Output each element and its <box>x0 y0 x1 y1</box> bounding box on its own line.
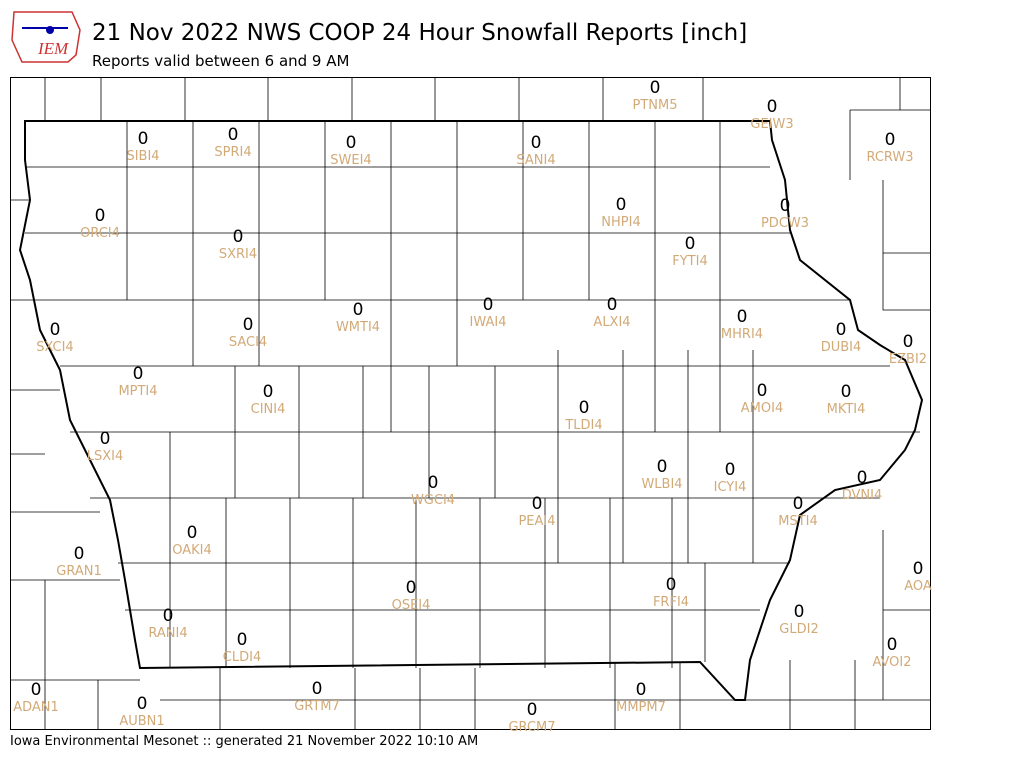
station-value: 0 <box>406 578 417 598</box>
station-id: ORCI4 <box>80 226 120 241</box>
station-value: 0 <box>531 133 542 153</box>
subtitle: Reports valid between 6 and 9 AM <box>92 52 349 70</box>
station-id: AMOI4 <box>741 401 783 416</box>
station-id: MPTI4 <box>118 384 157 399</box>
station-id: OSEI4 <box>392 598 431 613</box>
footer: Iowa Environmental Mesonet :: generated … <box>10 734 478 749</box>
station-value: 0 <box>903 332 914 352</box>
station-value: 0 <box>428 473 439 493</box>
station-id: DVNI4 <box>842 488 883 503</box>
station-id: ADAN1 <box>13 700 59 715</box>
station-id: LSXI4 <box>87 449 124 464</box>
station-id: SPRI4 <box>214 145 251 160</box>
station-id: MKTI4 <box>827 402 866 417</box>
station-value: 0 <box>187 523 198 543</box>
station-value: 0 <box>780 196 791 216</box>
station-value: 0 <box>233 227 244 247</box>
logo-text: IEM <box>37 39 69 58</box>
station-value: 0 <box>50 320 61 340</box>
station-value: 0 <box>74 544 85 564</box>
station-value: 0 <box>657 457 668 477</box>
station-id: RCRW3 <box>866 150 913 165</box>
station-id: RANI4 <box>148 626 187 641</box>
station-value: 0 <box>913 559 924 579</box>
station-id: GLDI2 <box>779 622 818 637</box>
map-boundaries <box>10 77 931 730</box>
station-id: NHPI4 <box>601 215 640 230</box>
station-value: 0 <box>263 382 274 402</box>
station-id: TLDI4 <box>564 418 602 433</box>
station-id: PEAI4 <box>518 514 555 529</box>
station-id: SWEI4 <box>330 153 371 168</box>
station-id: MMPM7 <box>616 700 666 715</box>
station-id: EZBI2 <box>889 352 927 367</box>
station-id: SACI4 <box>229 335 267 350</box>
station-value: 0 <box>95 206 106 226</box>
station-value: 0 <box>312 679 323 699</box>
station-value: 0 <box>100 429 111 449</box>
station-value: 0 <box>243 315 254 335</box>
station-id: GRAN1 <box>56 564 101 579</box>
station-id: FYTI4 <box>672 254 707 269</box>
station-value: 0 <box>767 97 778 117</box>
station-id: WMTI4 <box>336 320 380 335</box>
station-value: 0 <box>757 381 768 401</box>
station-value: 0 <box>666 575 677 595</box>
station-value: 0 <box>636 680 647 700</box>
title: 21 Nov 2022 NWS COOP 24 Hour Snowfall Re… <box>92 20 747 46</box>
station-value: 0 <box>685 234 696 254</box>
station-id: AUBN1 <box>119 714 164 729</box>
station-value: 0 <box>133 364 144 384</box>
station-value: 0 <box>579 398 590 418</box>
station-value: 0 <box>31 680 42 700</box>
station-value: 0 <box>841 382 852 402</box>
station-value: 0 <box>650 78 661 98</box>
station-id: WLBI4 <box>641 477 682 492</box>
station-id: AOA <box>904 579 932 594</box>
station-id: MHRI4 <box>721 327 763 342</box>
station-id: DUBI4 <box>821 340 862 355</box>
station-value: 0 <box>228 125 239 145</box>
station-id: SANI4 <box>516 153 555 168</box>
station-value: 0 <box>616 195 627 215</box>
station-value: 0 <box>527 700 538 720</box>
station-id: GRCM7 <box>508 720 555 735</box>
station-value: 0 <box>725 460 736 480</box>
station-value: 0 <box>237 630 248 650</box>
station-id: ALXI4 <box>593 315 630 330</box>
station-id: MSTI4 <box>778 514 818 529</box>
station-value: 0 <box>483 295 494 315</box>
station-value: 0 <box>794 602 805 622</box>
station-id: WGCI4 <box>411 493 455 508</box>
station-id: GRTM7 <box>294 699 340 714</box>
station-value: 0 <box>138 129 149 149</box>
station-value: 0 <box>163 606 174 626</box>
station-value: 0 <box>532 494 543 514</box>
station-id: CINI4 <box>251 402 286 417</box>
station-id: PDCW3 <box>761 216 809 231</box>
station-id: OAKI4 <box>172 543 212 558</box>
station-value: 0 <box>737 307 748 327</box>
station-value: 0 <box>607 295 618 315</box>
station-value: 0 <box>346 133 357 153</box>
station-value: 0 <box>885 130 896 150</box>
station-value: 0 <box>353 300 364 320</box>
station-value: 0 <box>137 694 148 714</box>
station-value: 0 <box>887 635 898 655</box>
station-id: GEIW3 <box>750 117 793 132</box>
station-id: FRFI4 <box>653 595 689 610</box>
station-value: 0 <box>793 494 804 514</box>
station-id: AVOI2 <box>872 655 911 670</box>
station-value: 0 <box>857 468 868 488</box>
station-id: IWAI4 <box>470 315 507 330</box>
station-id: CLDI4 <box>223 650 261 665</box>
station-value: 0 <box>836 320 847 340</box>
station-id: SXCI4 <box>36 340 73 355</box>
station-id: SIBI4 <box>126 149 159 164</box>
logo: IEM <box>11 11 81 63</box>
station-id: PTNM5 <box>633 98 678 113</box>
station-id: SXRI4 <box>219 247 257 262</box>
station-id: ICYI4 <box>714 480 747 495</box>
